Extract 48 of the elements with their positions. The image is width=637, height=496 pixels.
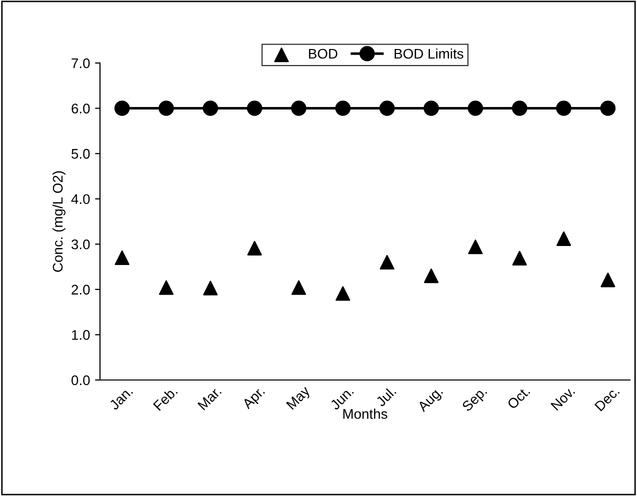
- x-tick-label: Sep.: [461, 386, 490, 414]
- point: [158, 280, 174, 295]
- legend-label: BOD Limits: [394, 48, 464, 59]
- point: [114, 100, 130, 116]
- y-tick-label: 0.0: [72, 375, 90, 386]
- point: [600, 272, 616, 288]
- point: [114, 250, 130, 266]
- y-tick-label: 5.0: [72, 148, 90, 159]
- x-axis-title: Months: [343, 408, 388, 419]
- point: [600, 100, 616, 116]
- x-tick-label: Aug.: [416, 386, 446, 414]
- y-tick-label: 7.0: [72, 58, 90, 68]
- point: [556, 100, 572, 116]
- y-tick-label: 4.0: [71, 194, 90, 204]
- x-tick-label: Mar.: [197, 386, 222, 410]
- point: [247, 240, 262, 256]
- point: [424, 100, 439, 116]
- point: [158, 100, 174, 116]
- x-tick-label: Jun.: [330, 386, 354, 410]
- point: [512, 100, 528, 116]
- point: [380, 254, 394, 270]
- legend-label: BOD: [309, 48, 338, 59]
- point: [335, 100, 351, 116]
- x-tick-label: Apr.: [242, 386, 267, 412]
- point: [512, 250, 527, 266]
- x-tick-label: Jul.: [375, 386, 396, 408]
- x-tick-label: Oct.: [506, 386, 530, 410]
- point: [468, 240, 483, 254]
- point: [379, 100, 395, 116]
- point: [291, 280, 306, 295]
- point: [556, 231, 572, 246]
- x-tick-label: Feb.: [152, 386, 178, 411]
- y-tick-label: 3.0: [72, 239, 90, 250]
- y-tick-label: 6.0: [72, 104, 90, 114]
- y-tick-label: 1.0: [72, 330, 90, 340]
- y-tick-label: 2.0: [72, 284, 90, 295]
- point: [336, 286, 350, 301]
- point: [468, 100, 484, 116]
- point: [202, 100, 218, 116]
- x-tick-label: May: [286, 385, 313, 412]
- point: [246, 100, 262, 116]
- x-tick-label: Nov.: [550, 386, 576, 411]
- x-tick-label: Dec.: [594, 386, 620, 412]
- point: [424, 268, 439, 284]
- point: [291, 100, 306, 116]
- x-tick-label: Jan.: [108, 386, 134, 410]
- point: [203, 280, 218, 296]
- y-axis-title: Conc. (mg/L O2): [52, 171, 66, 272]
